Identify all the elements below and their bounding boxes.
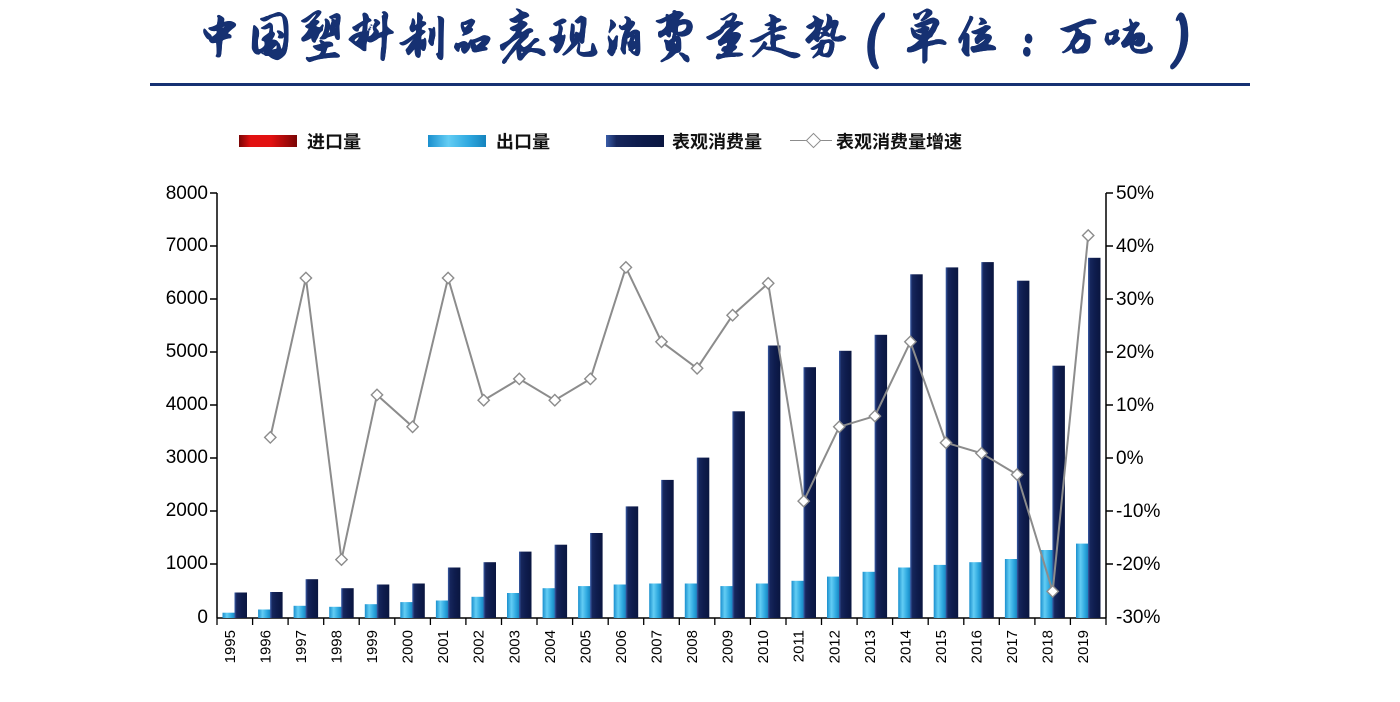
svg-text:40%: 40% [1116, 236, 1154, 257]
svg-text:1999: 1999 [364, 630, 381, 663]
svg-text:2014: 2014 [897, 630, 914, 663]
svg-text:0%: 0% [1116, 448, 1144, 469]
svg-text:2013: 2013 [862, 630, 879, 663]
svg-text:2005: 2005 [577, 630, 594, 663]
svg-text:-10%: -10% [1116, 501, 1160, 522]
svg-text:2015: 2015 [933, 630, 950, 663]
svg-text:10%: 10% [1116, 395, 1154, 416]
svg-text:2001: 2001 [435, 630, 452, 663]
svg-text:-30%: -30% [1116, 607, 1160, 628]
svg-text:5000: 5000 [166, 341, 208, 362]
svg-text:2007: 2007 [649, 630, 666, 663]
svg-text:1995: 1995 [222, 630, 239, 663]
svg-text:1996: 1996 [257, 630, 274, 663]
svg-text:20%: 20% [1116, 342, 1154, 363]
svg-text:3000: 3000 [166, 447, 208, 468]
svg-text:-20%: -20% [1116, 554, 1160, 575]
svg-text:30%: 30% [1116, 289, 1154, 310]
svg-text:2009: 2009 [720, 630, 737, 663]
svg-text:2004: 2004 [542, 630, 559, 663]
svg-text:2000: 2000 [166, 500, 208, 521]
svg-text:2000: 2000 [400, 630, 417, 663]
svg-text:6000: 6000 [166, 288, 208, 309]
svg-text:2012: 2012 [826, 630, 843, 663]
svg-text:1000: 1000 [166, 553, 208, 574]
svg-text:0: 0 [197, 607, 208, 628]
svg-text:1998: 1998 [329, 630, 346, 663]
svg-text:50%: 50% [1116, 183, 1154, 204]
svg-text:8000: 8000 [166, 183, 208, 204]
svg-text:4000: 4000 [166, 394, 208, 415]
svg-text:1997: 1997 [293, 630, 310, 663]
svg-text:2010: 2010 [755, 630, 772, 663]
svg-text:7000: 7000 [166, 235, 208, 256]
svg-text:2008: 2008 [684, 630, 701, 663]
svg-text:2017: 2017 [1004, 630, 1021, 663]
svg-text:2002: 2002 [471, 630, 488, 663]
svg-text:2019: 2019 [1075, 630, 1092, 663]
svg-text:2016: 2016 [969, 630, 986, 663]
svg-text:2011: 2011 [791, 630, 808, 662]
svg-text:2018: 2018 [1040, 630, 1057, 663]
svg-text:2003: 2003 [506, 630, 523, 663]
svg-text:2006: 2006 [613, 630, 630, 663]
